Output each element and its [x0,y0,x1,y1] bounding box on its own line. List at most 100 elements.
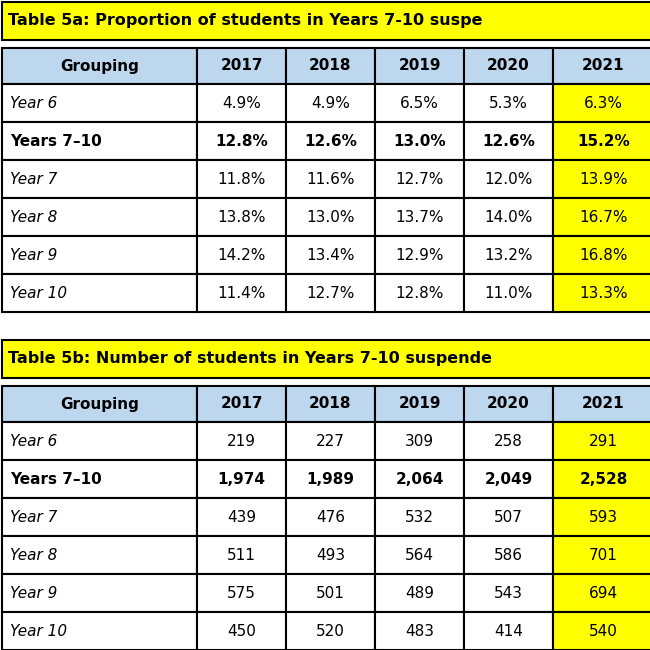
Text: 2021: 2021 [582,396,625,411]
Bar [286,574,375,612]
Text: 489: 489 [405,586,434,601]
Bar [197,274,286,312]
Bar [197,536,286,574]
Text: 291: 291 [589,434,618,448]
Text: 701: 701 [589,547,618,562]
Bar [464,422,553,460]
Text: 414: 414 [494,623,523,638]
Bar [286,274,375,312]
Bar [2,574,197,612]
Bar [286,422,375,460]
Bar [553,84,650,122]
Bar [286,460,375,498]
Text: 2021: 2021 [582,58,625,73]
Bar [553,160,650,198]
Bar [464,274,553,312]
Text: 12.8%: 12.8% [215,133,268,148]
Text: 6.3%: 6.3% [584,96,623,111]
Text: 16.8%: 16.8% [579,248,628,263]
Bar [197,498,286,536]
Text: 511: 511 [227,547,256,562]
Bar [375,274,464,312]
Bar [553,498,650,536]
Text: 2019: 2019 [398,396,441,411]
Bar [553,460,650,498]
Bar [197,84,286,122]
Text: 13.8%: 13.8% [217,209,266,224]
Text: 13.3%: 13.3% [579,285,628,300]
Text: Years 7–10: Years 7–10 [10,133,102,148]
Text: 507: 507 [494,510,523,525]
Text: 11.8%: 11.8% [217,172,266,187]
Bar [375,198,464,236]
Bar [2,340,650,378]
Bar [553,536,650,574]
Bar [375,160,464,198]
Text: 2019: 2019 [398,58,441,73]
Text: 493: 493 [316,547,345,562]
Bar [197,198,286,236]
Bar [286,160,375,198]
Text: 575: 575 [227,586,256,601]
Text: 13.0%: 13.0% [393,133,446,148]
Text: 2020: 2020 [487,396,530,411]
Text: 15.2%: 15.2% [577,133,630,148]
Text: 2,064: 2,064 [395,471,444,486]
Text: 5.3%: 5.3% [489,96,528,111]
Text: 543: 543 [494,586,523,601]
Bar [197,386,286,422]
Text: Year 9: Year 9 [10,248,57,263]
Bar [286,612,375,650]
Text: 694: 694 [589,586,618,601]
Bar [2,460,197,498]
Text: 309: 309 [405,434,434,448]
Bar [2,236,197,274]
Text: 12.7%: 12.7% [395,172,444,187]
Text: 586: 586 [494,547,523,562]
Text: 12.9%: 12.9% [395,248,444,263]
Bar [197,612,286,650]
Bar [2,2,650,40]
Bar [2,122,197,160]
Bar [375,84,464,122]
Bar [375,48,464,84]
Text: 2018: 2018 [309,58,352,73]
Bar [464,536,553,574]
Bar [2,84,197,122]
Text: Year 9: Year 9 [10,586,57,601]
Bar [464,612,553,650]
Text: 258: 258 [494,434,523,448]
Bar [464,574,553,612]
Bar [464,122,553,160]
Bar [197,422,286,460]
Bar [553,612,650,650]
Bar [2,160,197,198]
Bar [197,122,286,160]
Text: 12.7%: 12.7% [306,285,355,300]
Bar [2,48,197,84]
Text: 2017: 2017 [220,58,263,73]
Text: 6.5%: 6.5% [400,96,439,111]
Text: Year 6: Year 6 [10,434,57,448]
Text: 11.6%: 11.6% [306,172,355,187]
Bar [286,198,375,236]
Bar [464,160,553,198]
Bar [464,386,553,422]
Bar [375,498,464,536]
Text: 13.4%: 13.4% [306,248,355,263]
Bar [553,574,650,612]
Bar [286,236,375,274]
Bar [286,386,375,422]
Bar [197,574,286,612]
Text: 2020: 2020 [487,58,530,73]
Bar [375,422,464,460]
Text: Grouping: Grouping [60,58,139,73]
Text: 2018: 2018 [309,396,352,411]
Text: Grouping: Grouping [60,396,139,411]
Bar [2,386,197,422]
Text: 532: 532 [405,510,434,525]
Bar [375,460,464,498]
Bar [286,498,375,536]
Text: 450: 450 [227,623,256,638]
Bar [2,274,197,312]
